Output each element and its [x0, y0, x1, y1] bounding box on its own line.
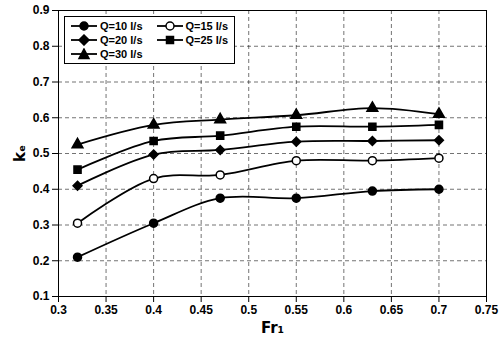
svg-text:0.1: 0.1: [33, 289, 50, 303]
svg-text:0.45: 0.45: [189, 303, 213, 317]
html-text:Q=10 l/s: Q=10 l/s: [100, 20, 143, 32]
svg-text:0.6: 0.6: [33, 111, 50, 125]
html-text:Q=30 l/s: Q=30 l/s: [100, 48, 143, 60]
html-text:Q=20 l/s: Q=20 l/s: [100, 34, 143, 46]
svg-text:0.5: 0.5: [33, 146, 50, 160]
svg-text:Fr₁: Fr₁: [261, 319, 284, 337]
html-text:Q=25 l/s: Q=25 l/s: [185, 34, 228, 46]
svg-text:0.2: 0.2: [33, 254, 50, 268]
svg-text:0.7: 0.7: [33, 75, 50, 89]
svg-text:0.4: 0.4: [145, 303, 162, 317]
svg-text:0.5: 0.5: [240, 303, 257, 317]
svg-text:kₑ: kₑ: [11, 145, 29, 162]
svg-text:0.4: 0.4: [33, 182, 50, 196]
svg-text:0.65: 0.65: [380, 303, 404, 317]
html-text:Q=15 l/s: Q=15 l/s: [185, 20, 228, 32]
svg-text:0.6: 0.6: [335, 303, 352, 317]
svg-text:0.3: 0.3: [50, 303, 67, 317]
svg-text:0.9: 0.9: [33, 3, 50, 17]
svg-text:0.55: 0.55: [285, 303, 309, 317]
svg-text:0.7: 0.7: [431, 303, 448, 317]
svg-text:0.3: 0.3: [33, 218, 50, 232]
svg-text:0.75: 0.75: [475, 303, 499, 317]
svg-text:0.35: 0.35: [94, 303, 118, 317]
svg-text:0.8: 0.8: [33, 39, 50, 53]
